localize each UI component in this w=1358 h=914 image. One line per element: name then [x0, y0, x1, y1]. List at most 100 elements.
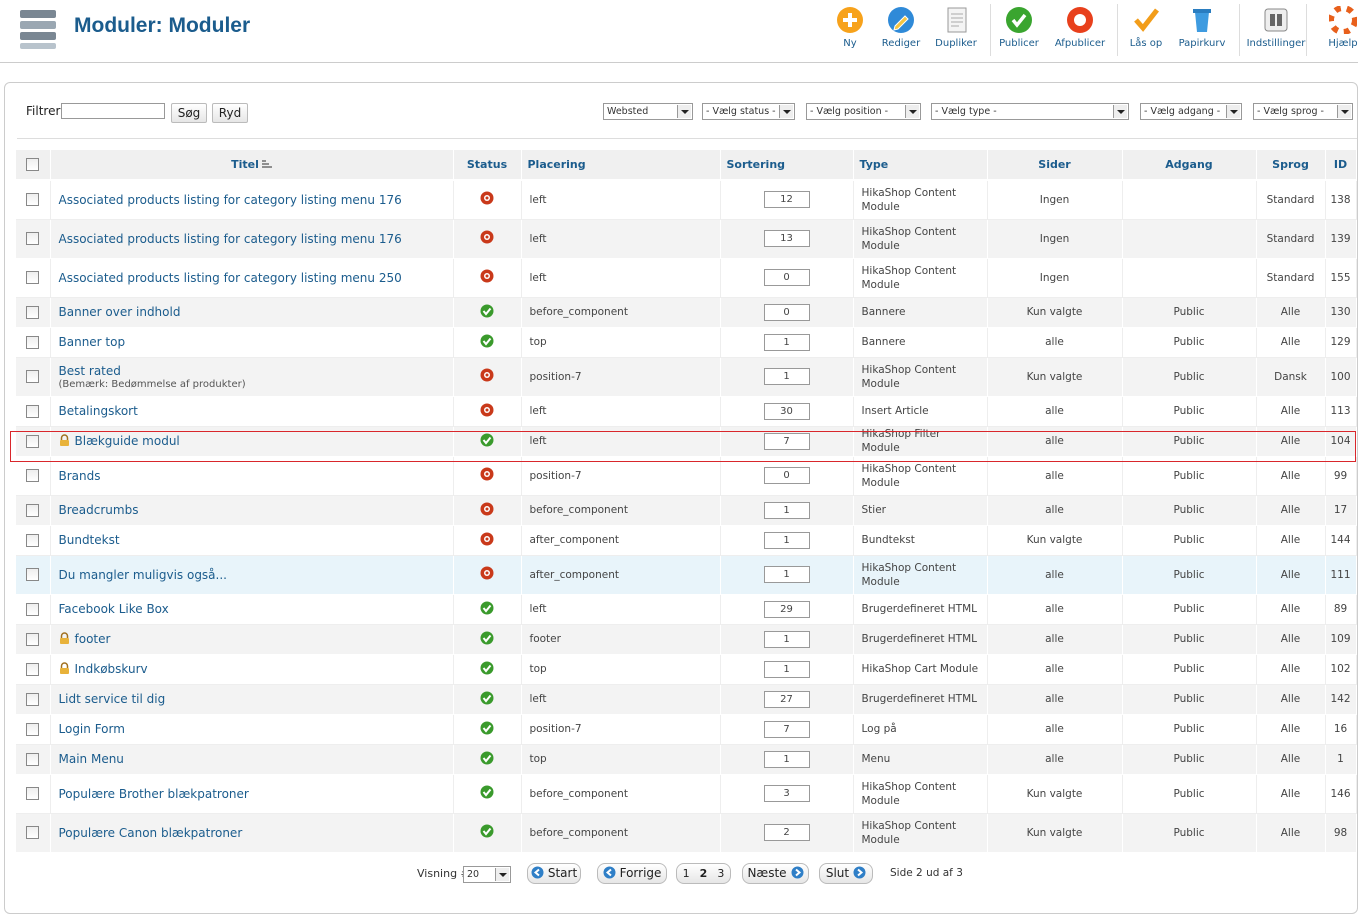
filter-select[interactable]: - Vælg adgang - [1140, 103, 1242, 120]
published-icon[interactable] [480, 304, 494, 321]
published-icon[interactable] [480, 824, 494, 841]
published-icon[interactable] [480, 631, 494, 648]
select-all-checkbox[interactable] [26, 158, 39, 171]
search-button[interactable]: Søg [171, 103, 207, 123]
module-title[interactable]: Populære Brother blækpatroner [59, 787, 249, 801]
order-input[interactable]: 30 [764, 403, 810, 420]
row-checkbox[interactable] [26, 633, 39, 646]
toolbar-button[interactable]: Indstillinger [1241, 6, 1311, 49]
order-input[interactable]: 3 [764, 785, 810, 802]
published-icon[interactable] [480, 433, 494, 450]
header-cell[interactable]: ID [1325, 150, 1356, 180]
header-cell[interactable]: Adgang [1122, 150, 1256, 180]
row-checkbox[interactable] [26, 469, 39, 482]
page-button[interactable]: Forrige [597, 863, 667, 884]
published-icon[interactable] [480, 661, 494, 678]
filter-select[interactable]: Websted [603, 103, 693, 120]
module-title[interactable]: Lidt service til dig [59, 692, 166, 706]
order-input[interactable]: 0 [764, 467, 810, 484]
header-cell[interactable]: Sortering [720, 150, 853, 180]
unpublished-icon[interactable] [480, 368, 494, 385]
module-title[interactable]: footer [75, 632, 111, 646]
row-checkbox[interactable] [26, 534, 39, 547]
row-checkbox[interactable] [26, 568, 39, 581]
order-input[interactable]: 1 [764, 334, 810, 351]
unpublished-icon[interactable] [480, 532, 494, 549]
limit-select[interactable]: 20 [463, 866, 511, 883]
published-icon[interactable] [480, 601, 494, 618]
module-title[interactable]: Blækguide modul [75, 434, 180, 448]
order-input[interactable]: 27 [764, 691, 810, 708]
row-checkbox[interactable] [26, 306, 39, 319]
module-title[interactable]: Indkøbskurv [75, 662, 148, 676]
header-cell[interactable]: Type [853, 150, 987, 180]
header-cell[interactable]: Status [453, 150, 521, 180]
page-number[interactable]: 1 [683, 867, 690, 880]
module-title[interactable]: Du mangler muligvis også... [59, 568, 227, 582]
published-icon[interactable] [480, 691, 494, 708]
page-button[interactable]: Slut [819, 863, 873, 884]
module-title[interactable]: Main Menu [59, 752, 124, 766]
toolbar-button[interactable]: Publicer [984, 6, 1054, 49]
module-title[interactable]: Brands [59, 469, 101, 483]
published-icon[interactable] [480, 751, 494, 768]
filter-select[interactable]: - Vælg sprog - [1253, 103, 1353, 120]
row-checkbox[interactable] [26, 271, 39, 284]
unpublished-icon[interactable] [480, 502, 494, 519]
module-title[interactable]: Banner top [59, 335, 126, 349]
published-icon[interactable] [480, 785, 494, 802]
row-checkbox[interactable] [26, 370, 39, 383]
toolbar-button[interactable]: Papirkurv [1167, 6, 1237, 49]
row-checkbox[interactable] [26, 826, 39, 839]
page-number[interactable]: 3 [717, 867, 724, 880]
header-cell[interactable]: Titel [50, 150, 453, 180]
order-input[interactable]: 13 [764, 230, 810, 247]
row-checkbox[interactable] [26, 723, 39, 736]
order-input[interactable]: 1 [764, 631, 810, 648]
order-input[interactable]: 0 [764, 269, 810, 286]
header-cell[interactable]: Sider [987, 150, 1122, 180]
module-title[interactable]: Populære Canon blækpatroner [59, 826, 243, 840]
module-title[interactable]: Best rated [59, 364, 121, 378]
order-input[interactable]: 2 [764, 824, 810, 841]
row-checkbox[interactable] [26, 663, 39, 676]
order-input[interactable]: 1 [764, 502, 810, 519]
module-title[interactable]: Betalingskort [59, 404, 138, 418]
toolbar-button[interactable]: Hjælp [1308, 6, 1358, 49]
module-title[interactable]: Breadcrumbs [59, 503, 139, 517]
row-checkbox[interactable] [26, 336, 39, 349]
row-checkbox[interactable] [26, 232, 39, 245]
toolbar-button[interactable]: Afpublicer [1045, 6, 1115, 49]
order-input[interactable]: 1 [764, 751, 810, 768]
module-title[interactable]: Banner over indhold [59, 305, 181, 319]
module-title[interactable]: Associated products listing for category… [59, 271, 402, 285]
row-checkbox[interactable] [26, 435, 39, 448]
unpublished-icon[interactable] [480, 230, 494, 247]
published-icon[interactable] [480, 721, 494, 738]
order-input[interactable]: 7 [764, 433, 810, 450]
order-input[interactable]: 29 [764, 601, 810, 618]
unpublished-icon[interactable] [480, 566, 494, 583]
order-input[interactable]: 0 [764, 304, 810, 321]
unpublished-icon[interactable] [480, 191, 494, 208]
filter-select[interactable]: - Vælg status - [702, 103, 795, 120]
module-title[interactable]: Associated products listing for category… [59, 232, 402, 246]
row-checkbox[interactable] [26, 603, 39, 616]
unpublished-icon[interactable] [480, 403, 494, 420]
row-checkbox[interactable] [26, 753, 39, 766]
module-title[interactable]: Facebook Like Box [59, 602, 169, 616]
unpublished-icon[interactable] [480, 467, 494, 484]
order-input[interactable]: 7 [764, 721, 810, 738]
reset-button[interactable]: Ryd [212, 103, 248, 123]
page-button[interactable]: Start [527, 863, 581, 884]
toolbar-button[interactable]: Dupliker [921, 6, 991, 49]
header-cell[interactable]: Sprog [1256, 150, 1325, 180]
filter-select[interactable]: - Vælg position - [806, 103, 921, 120]
module-title[interactable]: Bundtekst [59, 533, 120, 547]
row-checkbox[interactable] [26, 787, 39, 800]
row-checkbox[interactable] [26, 504, 39, 517]
filter-input[interactable] [61, 103, 165, 119]
order-input[interactable]: 1 [764, 661, 810, 678]
row-checkbox[interactable] [26, 405, 39, 418]
order-input[interactable]: 1 [764, 532, 810, 549]
